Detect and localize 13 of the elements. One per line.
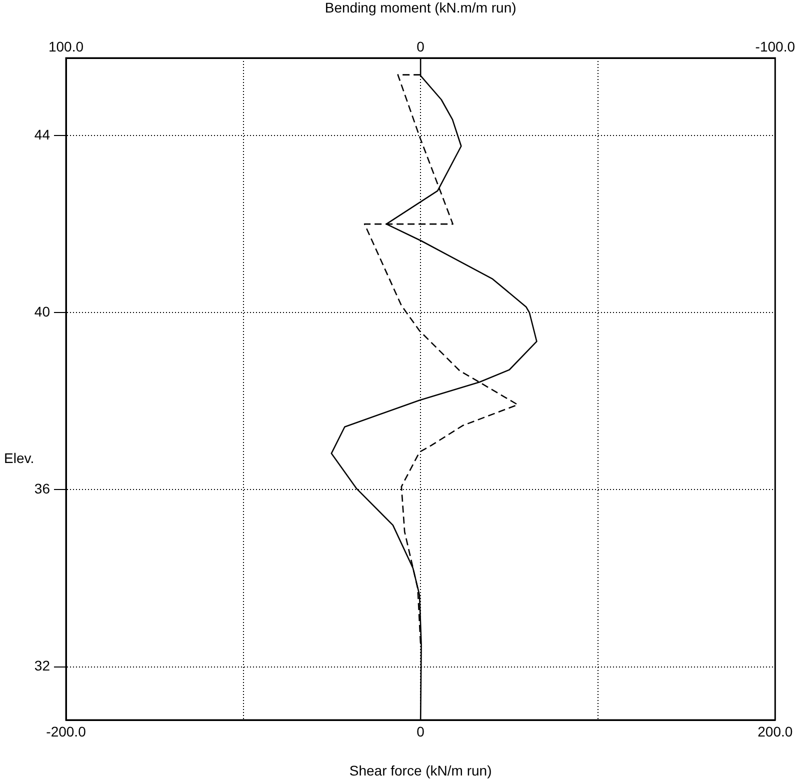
x-tick-label: 200.0 bbox=[758, 723, 793, 740]
y-tick-label: 40 bbox=[34, 303, 50, 320]
x-axis-title: Shear force (kN/m run) bbox=[349, 762, 492, 778]
y-tick-label: 36 bbox=[34, 480, 50, 497]
x2-axis-title: Bending moment (kN.m/m run) bbox=[324, 0, 516, 16]
x2-tick-label: -100.0 bbox=[755, 38, 796, 54]
y-tick-label: 44 bbox=[34, 126, 50, 142]
x-tick-label: -200.0 bbox=[46, 723, 86, 740]
y-tick-label: 32 bbox=[34, 658, 50, 674]
y-axis-title: Elev. bbox=[4, 450, 34, 466]
x2-tick-label: 0 bbox=[416, 38, 425, 54]
x-tick-label: 0 bbox=[416, 723, 425, 740]
x2-tick-label: 100.0 bbox=[48, 38, 84, 54]
